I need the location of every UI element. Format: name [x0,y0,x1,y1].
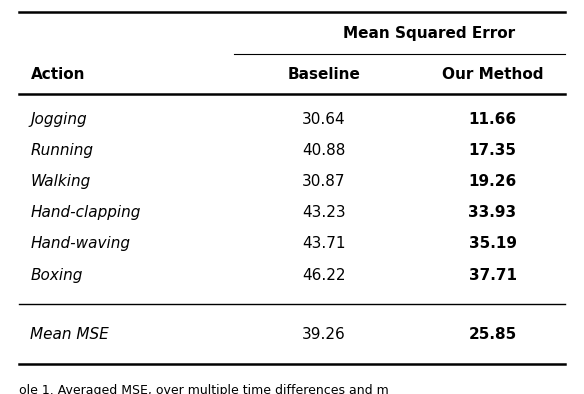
Text: Baseline: Baseline [287,67,360,82]
Text: Mean Squared Error: Mean Squared Error [343,26,515,41]
Text: 11.66: 11.66 [468,112,517,127]
Text: Action: Action [30,67,85,82]
Text: 25.85: 25.85 [468,327,517,342]
Text: 43.23: 43.23 [302,205,346,220]
Text: ole 1. Averaged MSE, over multiple time differences and m: ole 1. Averaged MSE, over multiple time … [19,384,388,394]
Text: 35.19: 35.19 [468,236,516,251]
Text: Walking: Walking [30,174,91,189]
Text: 39.26: 39.26 [302,327,346,342]
Text: 40.88: 40.88 [303,143,346,158]
Text: 46.22: 46.22 [302,268,346,282]
Text: 33.93: 33.93 [468,205,517,220]
Text: 17.35: 17.35 [468,143,516,158]
Text: Mean MSE: Mean MSE [30,327,109,342]
Text: Our Method: Our Method [442,67,543,82]
Text: Running: Running [30,143,93,158]
Text: 30.87: 30.87 [302,174,346,189]
Text: Jogging: Jogging [30,112,87,127]
Text: Hand-clapping: Hand-clapping [30,205,141,220]
Text: 19.26: 19.26 [468,174,517,189]
Text: Boxing: Boxing [30,268,83,282]
Text: Hand-waving: Hand-waving [30,236,130,251]
Text: 30.64: 30.64 [302,112,346,127]
Text: 37.71: 37.71 [468,268,516,282]
Text: 43.71: 43.71 [302,236,346,251]
